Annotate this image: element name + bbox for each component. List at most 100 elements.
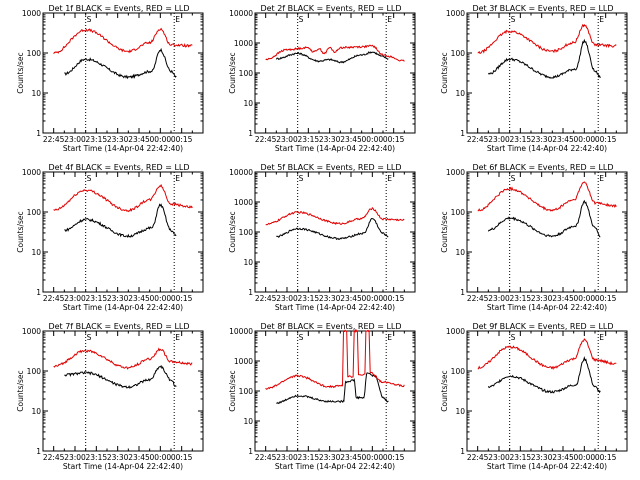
plot-frame	[42, 171, 204, 293]
y-tick-label: 1000	[446, 9, 465, 18]
y-axis-label: Counts/sec	[16, 52, 25, 93]
x-tick-label: 22:45	[467, 294, 489, 303]
y-axis-label: Counts/sec	[440, 211, 449, 252]
y-tick-label: 100	[239, 387, 254, 396]
x-tick-label: 23:45	[340, 294, 362, 303]
x-tick-label: 00:00	[574, 453, 596, 462]
x-tick-label: 00:15	[383, 453, 405, 462]
x-tick-label: 23:30	[531, 294, 553, 303]
panel-title: Det 6f BLACK = Events, RED = LLD	[472, 163, 613, 172]
x-tick-label: 00:15	[595, 453, 617, 462]
y-tick-label: 1000	[234, 357, 253, 366]
x-tick-label: 23:00	[488, 294, 510, 303]
x-axis-label: Start Time (14-Apr-04 22:42:40)	[487, 144, 607, 153]
x-tick-label: 23:00	[276, 135, 298, 144]
panel-title: Det 7f BLACK = Events, RED = LLD	[48, 322, 189, 331]
detector-panel-1: Det 1f BLACK = Events, RED = LLD 1 10 100 10…	[16, 4, 204, 153]
x-tick-label: 23:30	[319, 453, 341, 462]
detector-panel-7: Det 7f BLACK = Events, RED = LLD 1 10 100 10…	[16, 322, 204, 471]
detector-panel-8: Det 8f BLACK = Events, RED = LLD 1 10 100 10…	[228, 322, 416, 471]
x-axis-label: Start Time (14-Apr-04 22:42:40)	[275, 303, 395, 312]
x-tick-label: 23:30	[107, 453, 129, 462]
x-tick-label: 00:00	[362, 135, 384, 144]
panel-title: Det 9f BLACK = Events, RED = LLD	[472, 322, 613, 331]
time-marker-label: E	[387, 174, 392, 183]
y-tick-label: 1	[460, 129, 465, 138]
y-tick-label: 100	[27, 367, 42, 376]
x-tick-label: 23:15	[86, 453, 108, 462]
x-tick-label: 23:00	[276, 294, 298, 303]
y-axis-label: Counts/sec	[16, 370, 25, 411]
y-tick-label: 100	[27, 49, 42, 58]
x-tick-label: 23:15	[510, 135, 532, 144]
x-tick-label: 23:15	[298, 453, 320, 462]
y-axis-label: Counts/sec	[440, 370, 449, 411]
y-tick-label: 1	[36, 288, 41, 297]
series-events-line	[275, 51, 389, 64]
panel-title: Det 1f BLACK = Events, RED = LLD	[48, 4, 189, 13]
x-tick-label: 00:15	[383, 294, 405, 303]
time-marker-label: S	[511, 174, 516, 183]
time-marker-label: E	[599, 333, 604, 342]
series-lld-line	[477, 181, 617, 212]
y-tick-label: 100	[239, 69, 254, 78]
x-tick-label: 23:15	[298, 135, 320, 144]
detector-panel-9: Det 9f BLACK = Events, RED = LLD 1 10 100 10…	[440, 322, 628, 471]
x-tick-label: 23:45	[340, 453, 362, 462]
y-tick-label: 100	[451, 367, 466, 376]
series-events-line	[64, 47, 177, 80]
y-tick-label: 1000	[22, 9, 41, 18]
y-tick-label: 10	[243, 99, 253, 108]
y-axis-label: Counts/sec	[16, 211, 25, 252]
plot-frame	[42, 330, 204, 452]
y-tick-label: 1	[248, 288, 253, 297]
detector-panel-6: Det 6f BLACK = Events, RED = LLD 1 10 100 10…	[440, 163, 628, 312]
x-tick-label: 23:15	[510, 294, 532, 303]
x-tick-label: 00:00	[574, 294, 596, 303]
detector-panel-4: Det 4f BLACK = Events, RED = LLD 1 10 100 10…	[16, 163, 204, 312]
y-axis-label: Counts/sec	[440, 52, 449, 93]
x-tick-label: 00:15	[595, 294, 617, 303]
series-events-line	[487, 38, 601, 79]
time-marker-label: E	[175, 174, 180, 183]
y-tick-label: 10	[31, 89, 41, 98]
series-lld-line	[265, 44, 405, 62]
time-marker-label: S	[299, 333, 304, 342]
series-lld-line	[53, 347, 193, 370]
x-tick-label: 23:30	[107, 135, 129, 144]
x-tick-label: 23:30	[531, 135, 553, 144]
x-axis-label: Start Time (14-Apr-04 22:42:40)	[487, 303, 607, 312]
panel-title: Det 8f BLACK = Events, RED = LLD	[260, 322, 401, 331]
time-marker-label: E	[175, 333, 180, 342]
y-tick-label: 1	[248, 447, 253, 456]
x-tick-label: 00:15	[171, 453, 193, 462]
x-tick-label: 23:15	[298, 294, 320, 303]
time-marker-label: E	[387, 333, 392, 342]
time-marker-label: S	[87, 15, 92, 24]
time-marker-label: E	[599, 15, 604, 24]
x-tick-label: 23:30	[531, 453, 553, 462]
x-tick-label: 00:00	[150, 294, 172, 303]
x-tick-label: 23:30	[107, 294, 129, 303]
x-axis-label: Start Time (14-Apr-04 22:42:40)	[63, 462, 183, 471]
series-events-line	[276, 217, 389, 240]
x-tick-label: 23:45	[552, 135, 574, 144]
y-tick-label: 1000	[22, 168, 41, 177]
x-tick-label: 00:15	[595, 135, 617, 144]
x-tick-label: 23:45	[340, 135, 362, 144]
y-tick-label: 10	[243, 417, 253, 426]
time-marker-label: S	[87, 333, 92, 342]
y-tick-label: 10000	[229, 9, 253, 18]
x-tick-label: 23:15	[86, 135, 108, 144]
x-tick-label: 00:00	[362, 453, 384, 462]
y-tick-label: 1000	[22, 327, 41, 336]
x-tick-label: 23:45	[552, 294, 574, 303]
panel-title: Det 3f BLACK = Events, RED = LLD	[472, 4, 613, 13]
y-axis-label: Counts/sec	[228, 52, 237, 93]
series-lld-line	[477, 338, 617, 371]
x-tick-label: 23:30	[319, 294, 341, 303]
detector-panel-5: Det 5f BLACK = Events, RED = LLD 1 10 100 10…	[228, 163, 416, 312]
x-tick-label: 22:45	[467, 453, 489, 462]
y-tick-label: 10	[243, 258, 253, 267]
